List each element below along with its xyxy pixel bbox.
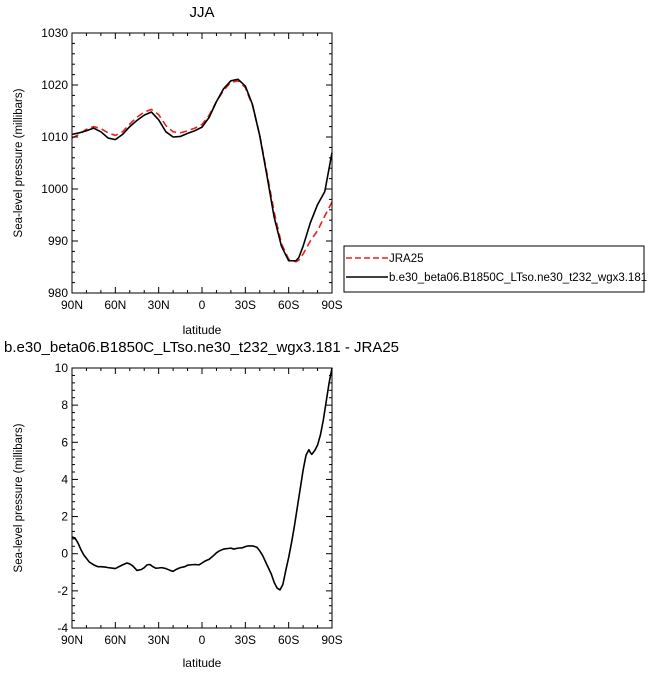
series-line-b-e30-beta06-b1850c-ltso-ne30-t232-wgx3-181: [71, 78, 333, 262]
x-axis-label: latitude: [183, 323, 222, 337]
x-tick-label: 60S: [278, 298, 299, 312]
y-tick-label: -4: [57, 621, 68, 635]
difference-chart-panel: b.e30_beta06.B1850C_LTso.ne30_t232_wgx3.…: [4, 339, 399, 670]
x-tick-label: 0: [199, 633, 206, 647]
series-group: [71, 78, 333, 263]
plot-frame: [71, 367, 333, 629]
pressure-chart-panel: JJA 90N 60N 30N 0 30S 60S 90S 980 990 1000 1010 102…: [13, 4, 343, 337]
legend-label-model: b.e30_beta06.B1850C_LTso.ne30_t232_wgx3.…: [389, 272, 647, 284]
x-tick-label: 90S: [321, 633, 342, 647]
axes: 90N 60N 30N 0 30S 60S 90S 980 990 1000 1010 1020 103…: [41, 26, 342, 312]
x-tick-label: 30S: [235, 298, 256, 312]
legend: JRA25 b.e30_beta06.B1850C_LTso.ne30_t232…: [343, 245, 647, 293]
legend-label-jra25: JRA25: [389, 253, 424, 265]
y-tick-label: 10: [55, 361, 69, 375]
x-tick-label: 90N: [61, 298, 83, 312]
y-axis-label: Sea-level pressure (millibars): [13, 423, 25, 572]
chart-title: JJA: [189, 4, 214, 21]
axes: 90N 60N 30N 0 30S 60S 90S -4 -2 0 2 4 6 8 10: [55, 361, 343, 647]
y-tick-label: 2: [61, 510, 68, 524]
y-tick-label: 4: [61, 472, 68, 486]
y-tick-label: -2: [57, 584, 68, 598]
x-tick-label: 90S: [321, 298, 342, 312]
y-tick-label: 1000: [41, 182, 68, 196]
series-group: [71, 367, 333, 591]
x-tick-label: 30N: [148, 633, 170, 647]
x-axis-label: latitude: [183, 656, 222, 670]
x-tick-label: 30S: [235, 633, 256, 647]
plot-frame: [71, 32, 333, 294]
y-tick-label: 1020: [41, 78, 68, 92]
x-tick-label: 90N: [61, 633, 83, 647]
chart-title: b.e30_beta06.B1850C_LTso.ne30_t232_wgx3.…: [4, 339, 399, 356]
y-tick-label: 1030: [41, 26, 68, 40]
y-tick-label: 980: [48, 286, 68, 300]
x-tick-label: 0: [199, 298, 206, 312]
x-tick-label: 60N: [104, 298, 126, 312]
legend-box: [343, 245, 645, 293]
y-tick-label: 6: [61, 435, 68, 449]
y-tick-label: 990: [48, 234, 68, 248]
x-tick-label: 60N: [104, 633, 126, 647]
x-tick-label: 60S: [278, 633, 299, 647]
y-tick-label: 0: [61, 547, 68, 561]
y-tick-label: 8: [61, 398, 68, 412]
y-axis-label: Sea-level pressure (millibars): [13, 88, 25, 237]
series-line-jra25: [71, 80, 333, 263]
x-tick-label: 30N: [148, 298, 170, 312]
y-tick-label: 1010: [41, 130, 68, 144]
series-line-difference: [71, 367, 333, 591]
